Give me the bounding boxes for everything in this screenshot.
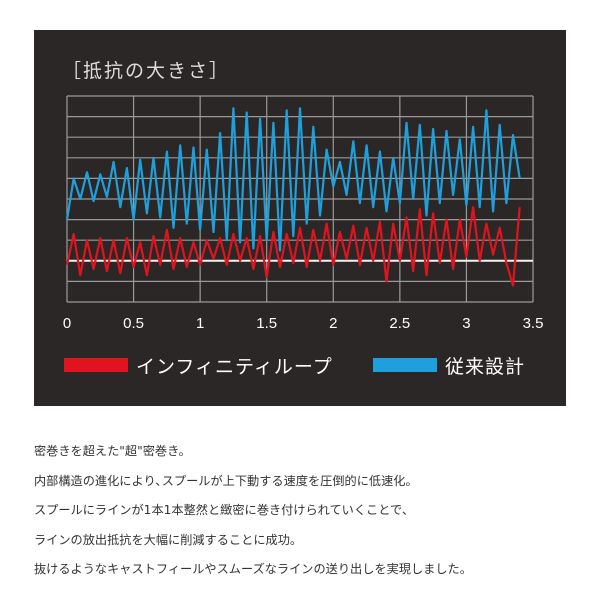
x-tick-label: 0.5 xyxy=(123,315,144,332)
description-line: スプールにラインが1本1本整然と緻密に巻き付けられていくことで､ xyxy=(34,503,409,518)
legend-swatch xyxy=(64,358,128,372)
description-line: ラインの放出抵抗を大幅に削減することに成功。 xyxy=(34,532,303,547)
legend-label: 従来設計 xyxy=(445,356,525,378)
x-tick-label: 1.5 xyxy=(256,315,277,332)
x-tick-label: 1 xyxy=(196,315,204,332)
series-lines xyxy=(65,107,521,287)
x-tick-label: 3 xyxy=(462,315,470,332)
chart-title: ［抵抗の大きさ］ xyxy=(62,60,230,82)
series-line xyxy=(65,107,521,252)
x-tick-label: 0 xyxy=(63,315,71,332)
legend: インフィニティループ 従来設計 xyxy=(64,356,525,378)
legend-label: インフィニティループ xyxy=(136,356,333,378)
chart-panel: ［抵抗の大きさ］ 0 0.5 1 1.5 2 2.5 3 3.5 インフィニティループ 従来設計 xyxy=(34,30,566,406)
resistance-chart: ［抵抗の大きさ］ 0 0.5 1 1.5 2 2.5 3 3.5 インフィニティループ 従来設計 xyxy=(62,60,544,378)
x-tick-label: 3.5 xyxy=(523,315,544,332)
description: 密巻きを超えた"超"密巻き。 内部構造の進化により､スプールが上下動する速度を圧… xyxy=(34,437,472,585)
description-line: 密巻きを超えた"超"密巻き。 xyxy=(34,444,191,458)
description-line: 内部構造の進化により､スプールが上下動する速度を圧倒的に低速化。 xyxy=(34,473,418,488)
series-line xyxy=(65,206,521,287)
legend-swatch xyxy=(373,358,437,372)
description-line: 抜けるようなキャストフィールやスムーズなラインの送り出しを実現しました。 xyxy=(34,562,472,577)
x-tick-label: 2 xyxy=(329,315,337,332)
x-tick-labels: 0 0.5 1 1.5 2 2.5 3 3.5 xyxy=(63,315,544,332)
x-tick-label: 2.5 xyxy=(389,315,410,332)
